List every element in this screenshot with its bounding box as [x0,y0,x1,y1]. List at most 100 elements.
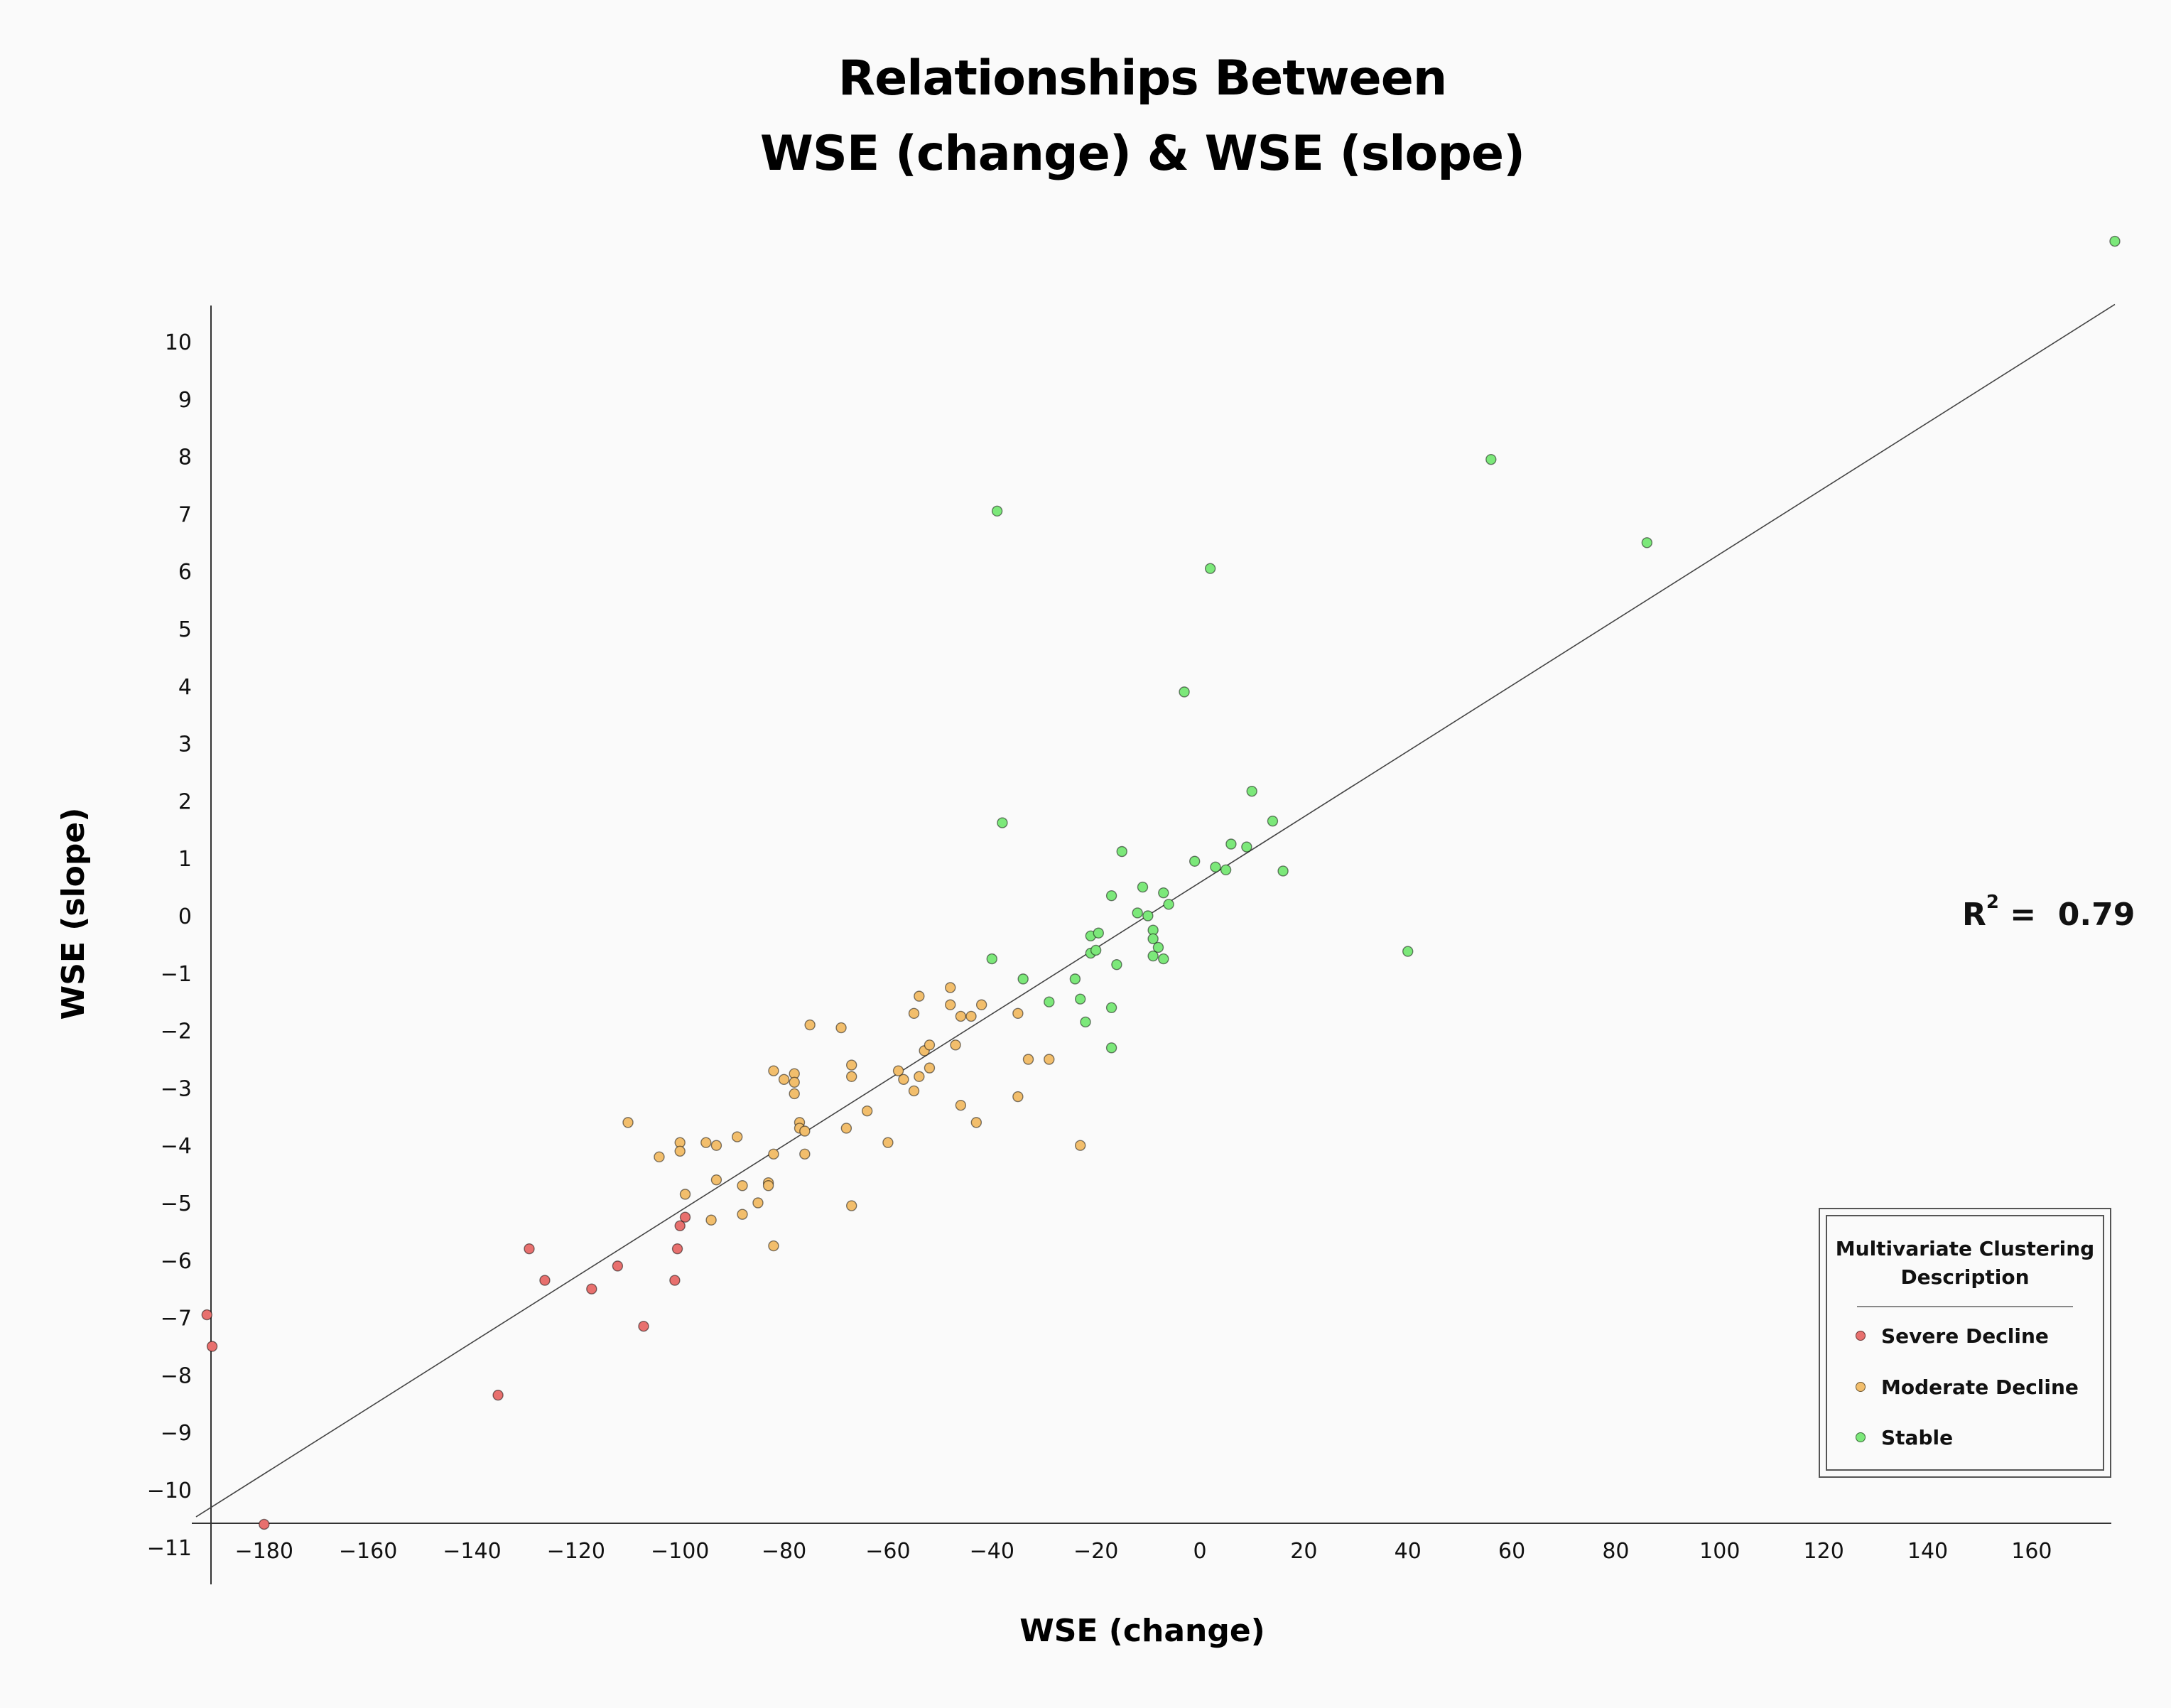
x-tick-label: 100 [1699,1539,1740,1564]
data-point-moderate-decline [768,1240,779,1252]
y-tick-label: −1 [161,962,192,987]
x-tick-label: −180 [235,1539,293,1564]
data-point-stable [986,953,997,965]
x-tick-label: 120 [1804,1539,1844,1564]
data-point-moderate-decline [970,1117,982,1128]
data-point-stable [1485,453,1497,465]
data-point-moderate-decline [705,1214,717,1226]
data-point-stable [1241,841,1252,853]
legend-item-moderate-decline: Moderate Decline [1856,1373,2079,1401]
data-point-severe-decline [539,1275,551,1286]
data-point-moderate-decline [845,1200,857,1211]
data-point-stable [1111,958,1122,971]
data-point-severe-decline [492,1389,504,1401]
data-point-moderate-decline [1022,1054,1034,1065]
data-point-moderate-decline [654,1151,665,1163]
legend-label-severe-decline: Severe Decline [1881,1324,2049,1348]
r-squared-value: = 0.79 [1999,897,2135,933]
x-axis-title: WSE (change) [1019,1613,1265,1649]
data-point-moderate-decline [840,1123,852,1134]
data-point-moderate-decline [789,1076,800,1088]
y-tick-label: −5 [161,1191,192,1216]
x-tick-label: −100 [651,1539,709,1564]
data-point-stable [1179,686,1190,698]
x-tick-label: −40 [970,1539,1014,1564]
data-point-severe-decline [638,1321,649,1332]
data-point-moderate-decline [789,1088,800,1100]
legend-label-stable: Stable [1881,1425,1954,1449]
y-tick-label: −2 [161,1020,192,1044]
chart-title: Relationships Between WSE (change) & WSE… [0,41,2171,192]
data-point-moderate-decline [835,1022,847,1034]
x-tick-label: −160 [339,1539,397,1564]
data-point-severe-decline [669,1275,681,1286]
data-point-stable [1277,865,1289,877]
x-axis-ticks: −180 −160 −140 −120 −100 −80 −60 −40 −20 0 20 40 60 8… [235,1539,2052,1564]
y-tick-label: −4 [161,1134,192,1159]
data-point-moderate-decline [799,1125,811,1137]
data-point-stable [1267,815,1279,827]
legend-swatch-severe-decline [1856,1331,1866,1341]
data-point-stable [1204,563,1216,574]
data-point-stable [2109,235,2121,247]
data-point-stable [1080,1016,1091,1028]
x-tick-label: 80 [1602,1539,1629,1564]
x-tick-label: −60 [865,1539,910,1564]
data-point-stable [1225,838,1237,850]
data-point-moderate-decline [679,1189,691,1200]
y-tick-label: 8 [178,445,192,470]
legend-swatch-moderate-decline [1856,1382,1866,1392]
data-point-moderate-decline [710,1140,722,1151]
data-point-stable [1220,864,1232,876]
data-point-stable [1044,996,1055,1007]
y-tick-label: −7 [161,1307,192,1331]
y-tick-label: 4 [178,675,192,700]
data-point-stable [1189,855,1201,867]
data-point-moderate-decline [955,1010,967,1022]
data-point-stable [1163,899,1174,910]
data-point-moderate-decline [945,982,956,993]
data-point-moderate-decline [908,1007,920,1020]
data-point-moderate-decline [924,1039,936,1051]
y-axis-title: WSE (slope) [55,808,92,1020]
data-point-moderate-decline [898,1074,909,1085]
data-point-moderate-decline [882,1137,894,1148]
y-tick-label: 6 [178,560,192,585]
data-point-stable [1105,890,1117,902]
data-point-moderate-decline [752,1197,764,1209]
legend-label-moderate-decline: Moderate Decline [1881,1375,2079,1399]
data-point-severe-decline [612,1260,624,1272]
data-point-stable [1402,946,1414,957]
legend-title: Multivariate Clustering Description [1835,1237,2095,1289]
data-point-stable [1017,973,1029,985]
data-point-stable [997,817,1008,828]
legend: Multivariate Clustering Description Seve… [1819,1208,2111,1478]
data-point-moderate-decline [1044,1054,1055,1065]
data-point-stable [991,505,1003,517]
x-tick-label: 60 [1498,1539,1525,1564]
y-tick-label: 3 [178,733,192,757]
data-point-stable [1137,881,1149,893]
data-point-moderate-decline [975,999,987,1010]
data-point-moderate-decline [737,1209,748,1220]
y-tick-label: −3 [161,1076,192,1101]
data-point-severe-decline [524,1243,535,1255]
x-tick-label: −140 [443,1539,501,1564]
trendline-group [195,303,2116,1518]
data-point-moderate-decline [892,1065,904,1076]
r-squared-label: R [1962,897,1986,933]
y-tick-label: 2 [178,789,192,814]
data-point-stable [1147,933,1159,945]
data-point-stable [1147,950,1159,962]
data-point-stable [1090,944,1102,956]
data-point-severe-decline [201,1309,212,1321]
x-tick-label: −120 [547,1539,605,1564]
data-point-moderate-decline [914,990,925,1002]
data-point-severe-decline [679,1211,691,1223]
data-point-moderate-decline [914,1071,925,1082]
y-tick-label: −8 [161,1363,192,1388]
axes [192,306,2111,1584]
data-point-moderate-decline [737,1180,748,1191]
legend-frame: Multivariate Clustering Description Seve… [1826,1215,2104,1471]
